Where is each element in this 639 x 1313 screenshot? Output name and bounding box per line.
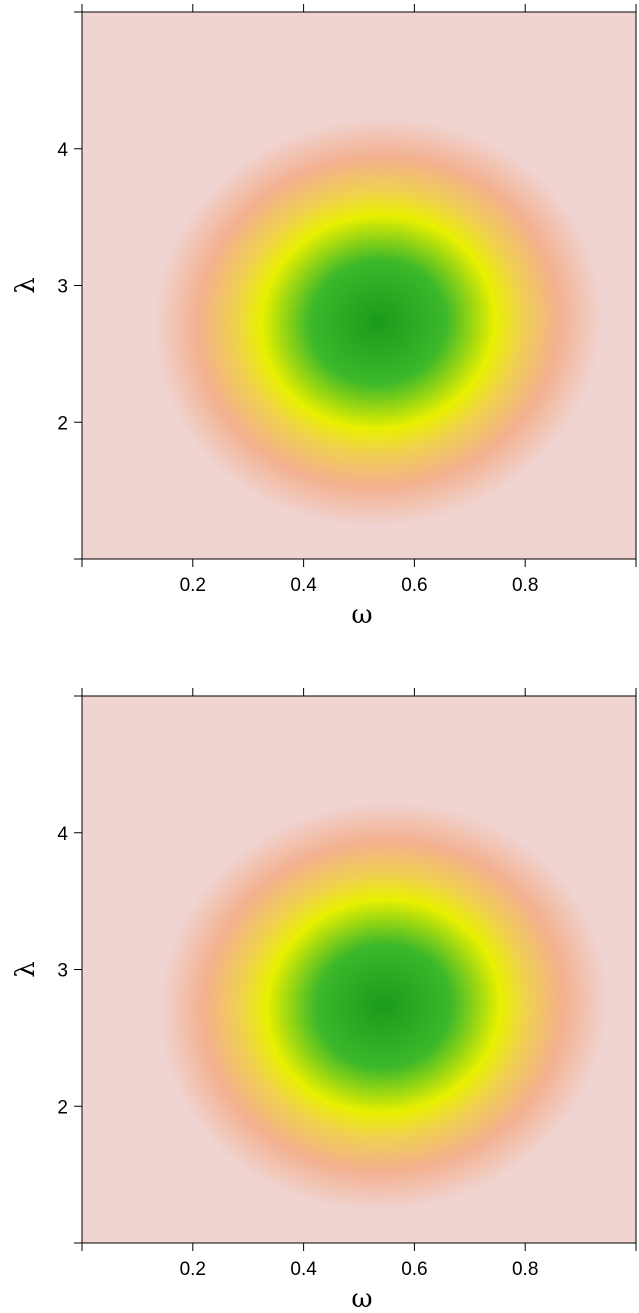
x-tick-label: 0.6 [401,1259,427,1280]
x-axis-title: ω [351,600,372,630]
y-axis-title: λ [11,277,41,293]
density-peak [153,116,603,528]
y-tick-label: 2 [57,1097,68,1118]
heatmap-panel-2: 0.2 0.4 0.6 0.8 2 3 4 ω λ [11,688,637,1313]
x-tick-label: 0.2 [180,1259,206,1280]
y-tick-label: 3 [57,277,68,298]
x-tick-label: 0.6 [401,575,427,596]
x-tick-label: 0.8 [512,575,538,596]
x-axis-title: ω [351,1284,372,1313]
y-tick-label: 4 [57,140,68,161]
y-tick-label: 2 [57,413,68,434]
x-tick-label: 0.8 [512,1259,538,1280]
x-tick-label: 0.2 [180,575,206,596]
x-tick-label: 0.4 [290,1259,317,1280]
x-tick-label: 0.4 [290,575,317,596]
density-peak [158,800,609,1212]
y-tick-label: 4 [57,824,68,845]
y-axis-title: λ [11,961,41,977]
heatmap-panel-1: 0.2 0.4 0.6 0.8 2 3 4 ω λ [11,4,637,630]
y-tick-label: 3 [57,961,68,982]
